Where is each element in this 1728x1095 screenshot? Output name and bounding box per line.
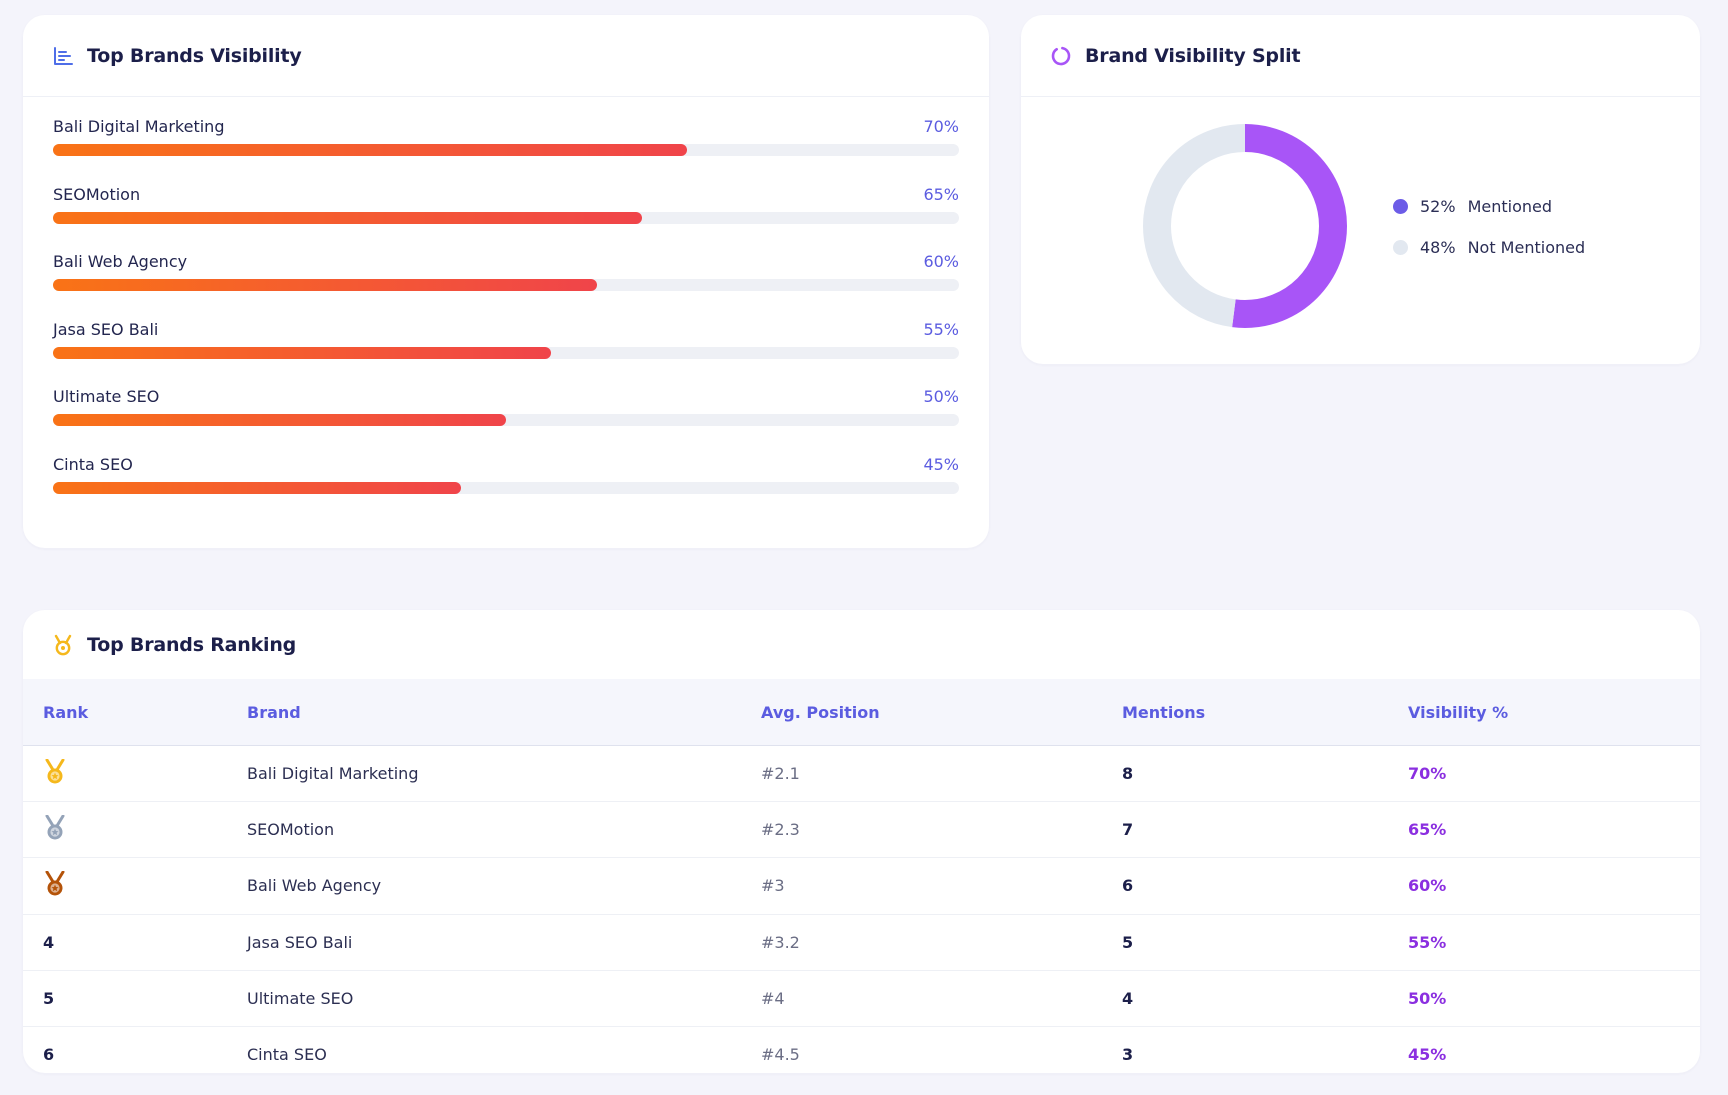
visibility-row: SEOMotion 65%	[53, 185, 959, 253]
progress-track	[53, 279, 959, 291]
progress-fill	[53, 211, 642, 224]
brand-name: Cinta SEO	[53, 454, 133, 474]
visibility-percent: 60%	[923, 252, 959, 271]
column-header-rank[interactable]: Rank	[43, 703, 89, 722]
legend-value: 48%	[1420, 238, 1456, 257]
ranking-table-body: Bali Digital Marketing #2.1 8 70% SEOMotion #…	[23, 746, 1700, 1073]
progress-track	[53, 211, 959, 224]
brand-name: Jasa SEO Bali	[53, 319, 159, 339]
split-card-title: Brand Visibility Split	[1085, 44, 1301, 67]
donut-slice-not-mentioned	[1143, 124, 1347, 328]
visibility-percent: 50%	[923, 387, 959, 406]
visibility-cell: 70%	[1408, 764, 1447, 783]
rank-cell: 4	[43, 932, 55, 952]
mentions-cell: 7	[1122, 820, 1134, 840]
legend-dot	[1393, 240, 1408, 255]
table-row[interactable]: Bali Digital Marketing #2.1 8 70%	[23, 746, 1700, 803]
visibility-cell: 60%	[1408, 876, 1447, 896]
brand-cell: Ultimate SEO	[247, 988, 354, 1008]
brand-name: SEOMotion	[53, 184, 141, 204]
silver-medal-icon	[43, 815, 67, 842]
progress-track	[53, 481, 959, 494]
progress-fill	[53, 346, 552, 359]
brand-cell: SEOMotion	[247, 820, 335, 840]
mentions-cell: 3	[1122, 1044, 1134, 1064]
top-brands-visibility-card: Top Brands Visibility Bali Digital Marke…	[23, 15, 989, 548]
bronze-medal-icon	[43, 871, 67, 898]
top-brands-ranking-card: Top Brands Ranking Rank Brand Avg. Posit…	[23, 610, 1700, 1073]
avg-position-cell: #3.2	[761, 932, 800, 952]
table-row[interactable]: 5 Ultimate SEO #4 4 50%	[23, 971, 1700, 1027]
medal-icon	[52, 634, 74, 656]
visibility-percent: 55%	[923, 319, 959, 339]
legend-item: 48% Not Mentioned	[1393, 227, 1585, 268]
column-header-mentions[interactable]: Mentions	[1122, 703, 1206, 722]
bar-chart-icon	[52, 45, 74, 67]
visibility-card-title: Top Brands Visibility	[87, 44, 302, 67]
mentions-cell: 5	[1122, 932, 1134, 952]
visibility-cell: 50%	[1408, 988, 1447, 1008]
legend-dot	[1393, 199, 1408, 214]
mentions-cell: 8	[1122, 764, 1134, 783]
legend-label: Mentioned	[1467, 197, 1552, 216]
mentions-cell: 4	[1122, 988, 1134, 1008]
avg-position-cell: #2.3	[761, 820, 800, 840]
progress-track	[53, 414, 959, 426]
column-header-avg-position[interactable]: Avg. Position	[761, 703, 880, 722]
visibility-percent: 45%	[923, 454, 959, 474]
visibility-row: Ultimate SEO 50%	[53, 387, 959, 455]
visibility-row: Bali Web Agency 60%	[53, 252, 959, 320]
progress-fill	[53, 481, 461, 494]
visibility-bar-list: Bali Digital Marketing 70% SEOMotion 65% Bal…	[53, 117, 959, 522]
brand-visibility-split-card: Brand Visibility Split 52% Mentioned 48% No…	[1021, 15, 1700, 364]
table-row[interactable]: SEOMotion #2.3 7 65%	[23, 802, 1700, 859]
visibility-cell: 65%	[1408, 820, 1447, 840]
brand-cell: Bali Digital Marketing	[247, 764, 419, 783]
legend-value: 52%	[1420, 197, 1456, 216]
ranking-card-header: Top Brands Ranking	[23, 610, 1700, 679]
avg-position-cell: #2.1	[761, 764, 800, 783]
progress-fill	[53, 414, 506, 426]
visibility-row: Jasa SEO Bali 55%	[53, 320, 959, 388]
visibility-cell: 45%	[1408, 1044, 1447, 1064]
brand-cell: Jasa SEO Bali	[247, 932, 353, 952]
gold-medal-icon	[43, 759, 67, 786]
brand-name: Bali Digital Marketing	[53, 117, 225, 136]
avg-position-cell: #4.5	[761, 1044, 800, 1064]
brand-name: Bali Web Agency	[53, 252, 188, 271]
visibility-row: Bali Digital Marketing 70%	[53, 117, 959, 185]
progress-fill	[53, 279, 597, 291]
ranking-card-title: Top Brands Ranking	[87, 633, 297, 656]
table-row[interactable]: Bali Web Agency #3 6 60%	[23, 858, 1700, 915]
avg-position-cell: #3	[761, 876, 785, 896]
ranking-table-header: Rank Brand Avg. Position Mentions Visibi…	[23, 679, 1700, 746]
visibility-percent: 65%	[923, 184, 959, 204]
split-card-header: Brand Visibility Split	[1021, 15, 1700, 97]
column-header-visibility[interactable]: Visibility %	[1408, 703, 1509, 722]
legend-label: Not Mentioned	[1467, 238, 1586, 257]
brand-cell: Cinta SEO	[247, 1044, 327, 1064]
visibility-card-header: Top Brands Visibility	[23, 15, 989, 97]
brand-cell: Bali Web Agency	[247, 876, 382, 896]
visibility-row: Cinta SEO 45%	[53, 455, 959, 523]
brand-name: Ultimate SEO	[53, 387, 160, 406]
column-header-brand[interactable]: Brand	[247, 703, 301, 722]
visibility-donut-chart	[1143, 124, 1347, 328]
progress-track	[53, 144, 959, 156]
rank-cell: 5	[43, 988, 55, 1008]
progress-fill	[53, 144, 688, 156]
ring-icon	[1050, 45, 1072, 67]
avg-position-cell: #4	[761, 988, 785, 1008]
table-row[interactable]: 6 Cinta SEO #4.5 3 45%	[23, 1027, 1700, 1073]
legend-item: 52% Mentioned	[1393, 186, 1585, 227]
mentions-cell: 6	[1122, 876, 1134, 896]
visibility-percent: 70%	[923, 117, 959, 136]
donut-legend: 52% Mentioned 48% Not Mentioned	[1393, 186, 1585, 268]
table-row[interactable]: 4 Jasa SEO Bali #3.2 5 55%	[23, 915, 1700, 971]
visibility-cell: 55%	[1408, 932, 1447, 952]
progress-track	[53, 346, 959, 359]
rank-cell: 6	[43, 1044, 55, 1064]
